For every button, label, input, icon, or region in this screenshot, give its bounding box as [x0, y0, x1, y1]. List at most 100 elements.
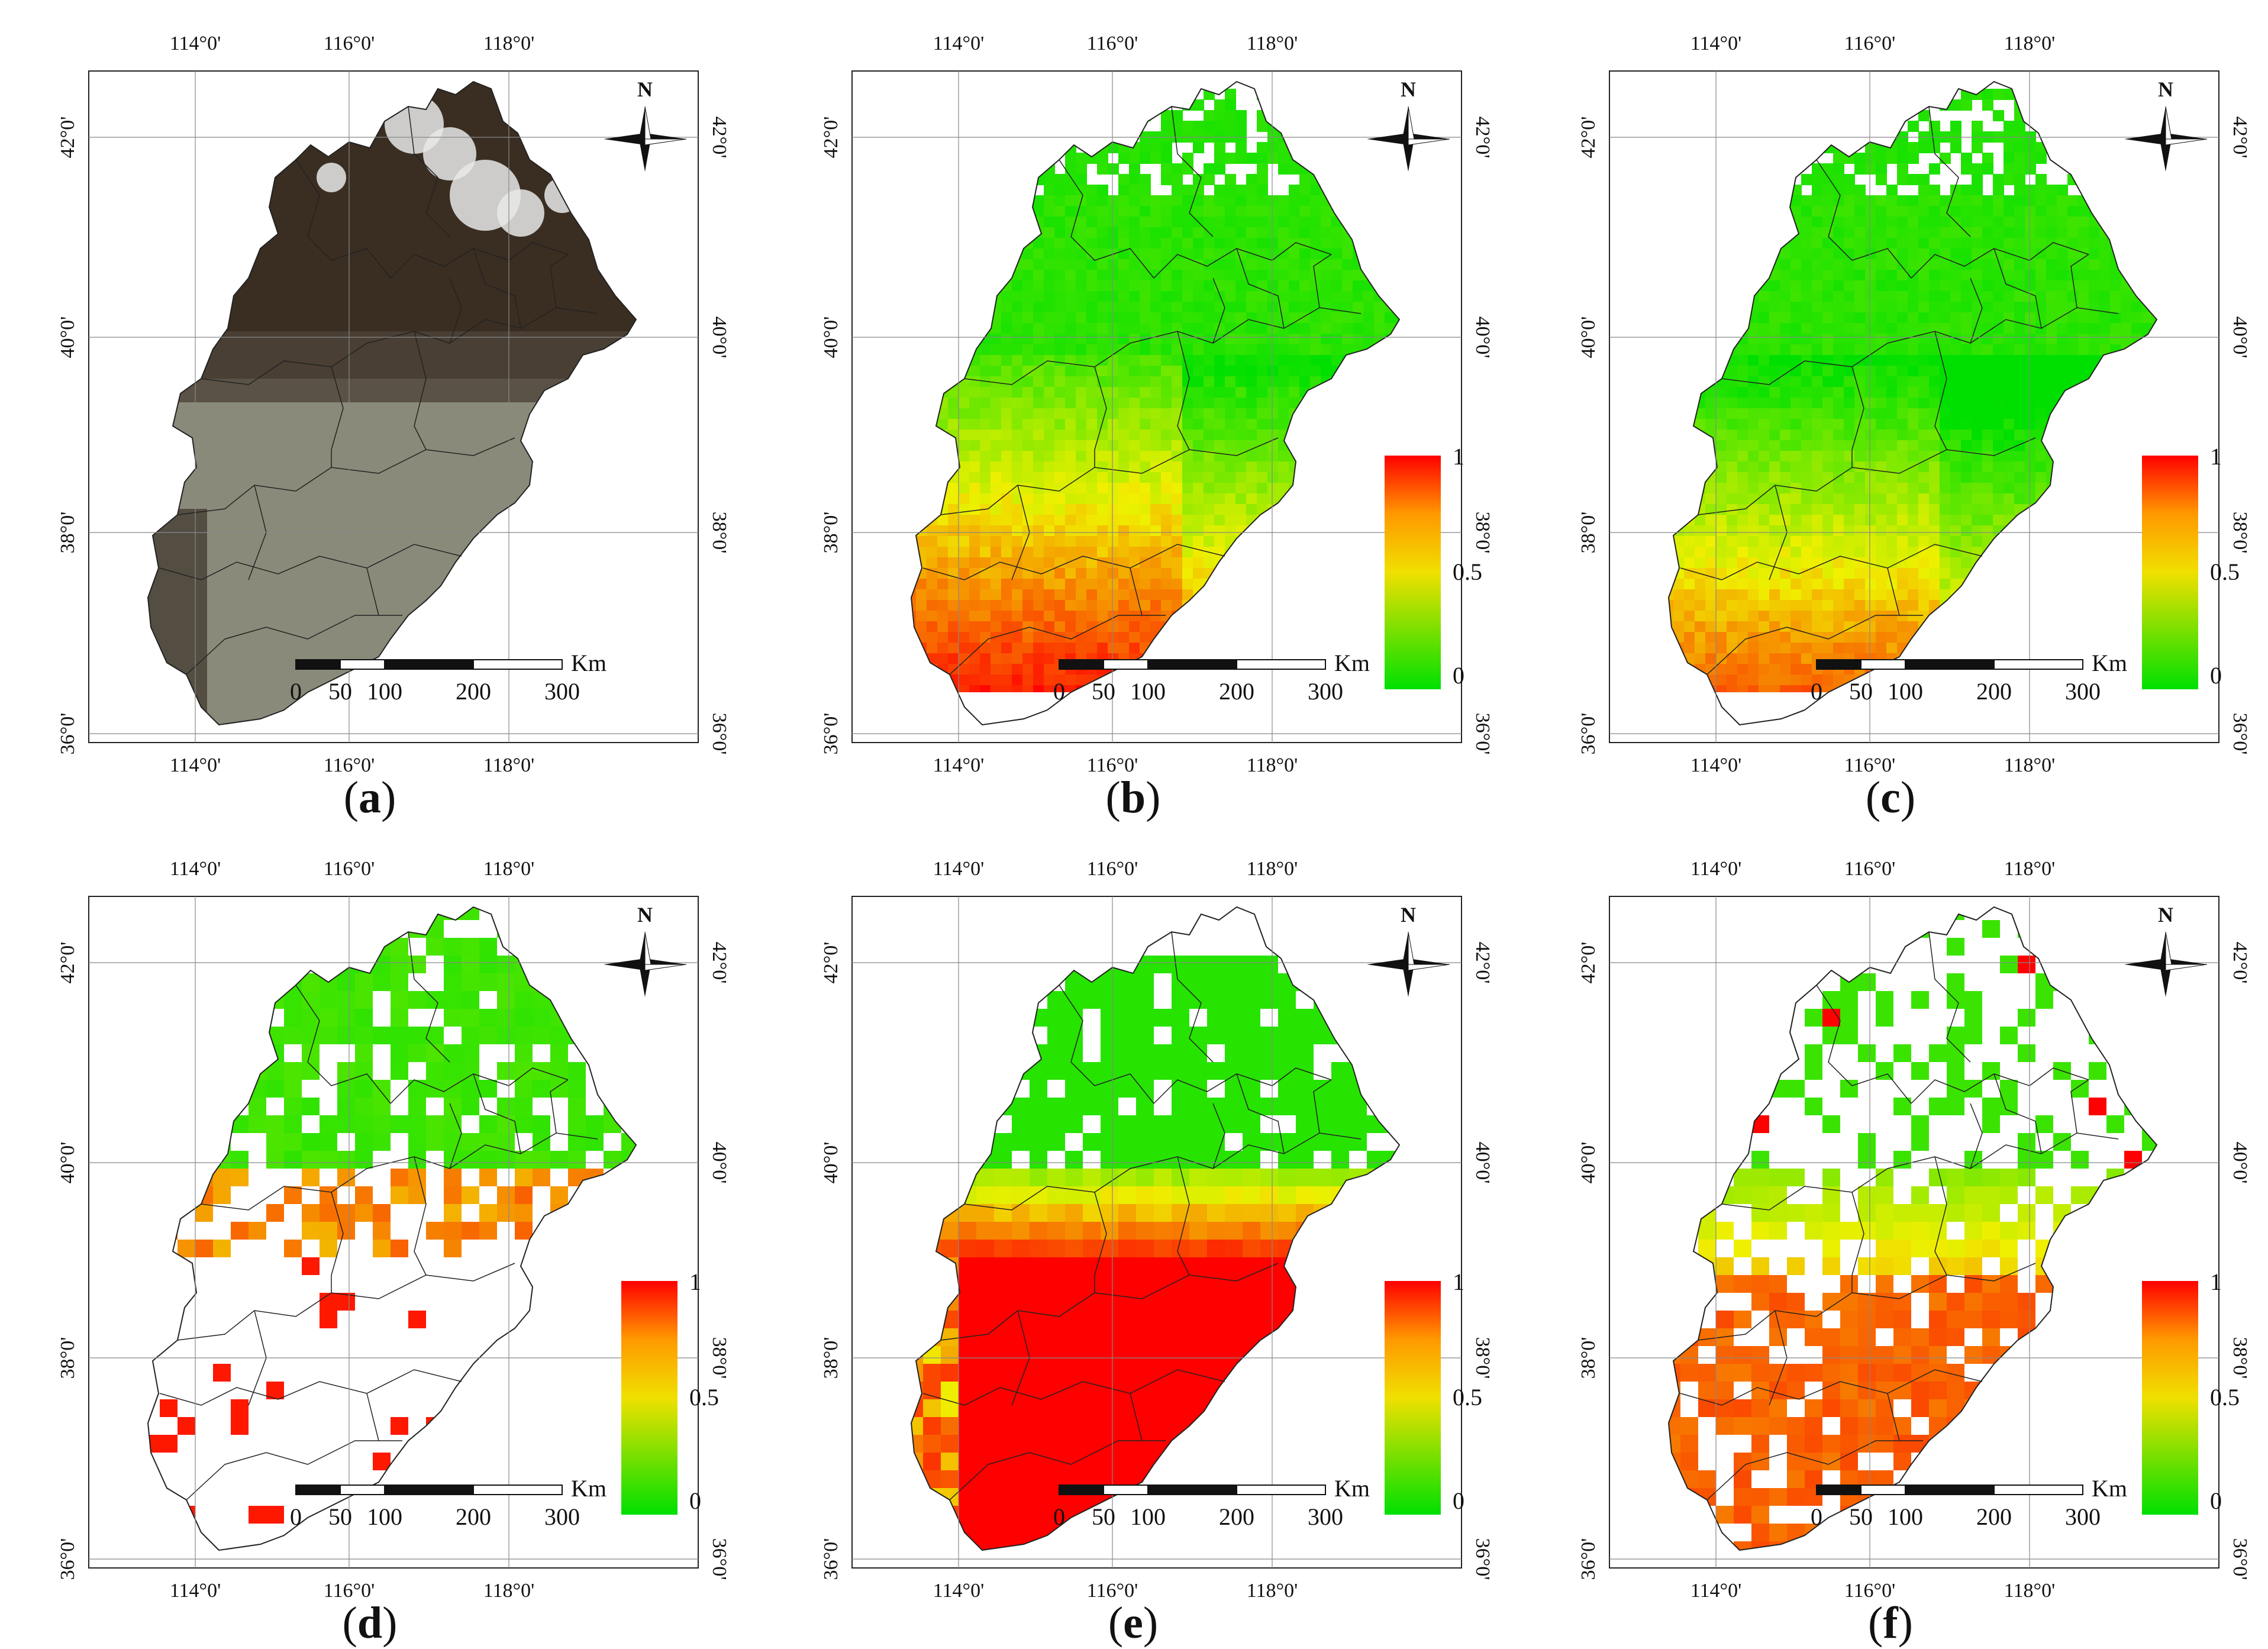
paren-open: (: [344, 773, 359, 822]
lat-label-left: 42°0': [1577, 942, 1600, 984]
lat-label-left: 38°0': [57, 512, 79, 554]
scale-bar: [296, 1485, 562, 1495]
lat-label-left: 42°0': [820, 942, 843, 984]
lat-label-left: 36°0': [1577, 1538, 1600, 1580]
scale-tick-label: 100: [367, 1503, 402, 1531]
panel-letter: c: [1880, 773, 1901, 822]
legend-colorbar: [2142, 1281, 2198, 1515]
scale-tick-label: 300: [2065, 677, 2101, 705]
lat-label-right: 40°0': [2228, 1142, 2251, 1184]
paren-open: (: [1108, 1598, 1123, 1648]
lon-label-top: 116°0': [324, 33, 375, 55]
lat-label-right: 42°0': [2228, 117, 2251, 159]
scale-bar: [1059, 1485, 1325, 1495]
legend-max-label: 1: [2210, 1268, 2222, 1296]
lat-label-right: 40°0': [1471, 317, 1493, 359]
paren-close: ): [1901, 773, 1915, 822]
scale-unit-label: Km: [571, 649, 606, 677]
legend-min-label: 0: [2210, 661, 2222, 689]
lon-label-top: 118°0': [2004, 33, 2055, 55]
lon-label-top: 116°0': [1844, 33, 1895, 55]
lat-label-right: 38°0': [2228, 512, 2251, 554]
legend-min-label: 0: [689, 1487, 701, 1515]
lat-label-left: 40°0': [1577, 1142, 1600, 1184]
map-panel-c: 114°0'114°0'116°0'116°0'118°0'118°0'42°0…: [1521, 0, 2260, 822]
lon-label-top: 116°0': [324, 858, 375, 880]
scale-bar: [1817, 1485, 2083, 1495]
map-panel-a: 114°0'114°0'116°0'116°0'118°0'118°0'42°0…: [0, 0, 740, 822]
lat-label-right: 38°0': [708, 512, 730, 554]
lat-label-right: 40°0': [2228, 317, 2251, 359]
scale-tick-label: 300: [544, 677, 580, 705]
lat-label-left: 38°0': [1577, 1337, 1600, 1379]
scale-tick-label: 200: [1976, 1503, 2012, 1531]
lat-label-left: 36°0': [820, 1538, 843, 1580]
scale-unit-label: Km: [1334, 649, 1370, 677]
scale-tick-label: 300: [2065, 1503, 2101, 1531]
scale-tick-label: 0: [1053, 1503, 1065, 1531]
lon-label-top: 118°0': [1247, 858, 1298, 880]
lat-label-right: 36°0': [708, 713, 730, 755]
scale-bar: [1059, 660, 1325, 669]
scale-tick-label: 0: [290, 677, 302, 705]
scale-tick-label: 200: [1219, 677, 1254, 705]
map-canvas: [763, 0, 1503, 769]
lat-label-left: 36°0': [820, 713, 843, 755]
paren-close: ): [1143, 1598, 1158, 1648]
lat-label-right: 38°0': [1471, 1337, 1493, 1379]
lon-label-top: 118°0': [2004, 858, 2055, 880]
panel-label: (b): [763, 772, 1503, 824]
lat-label-right: 36°0': [1471, 713, 1493, 755]
scale-tick-label: 50: [1849, 1503, 1873, 1531]
scale-tick-label: 50: [328, 1503, 352, 1531]
scale-tick-label: 0: [1811, 677, 1822, 705]
lat-label-left: 36°0': [57, 1538, 79, 1580]
lat-label-right: 40°0': [708, 1142, 730, 1184]
lat-label-left: 40°0': [820, 1142, 843, 1184]
scale-unit-label: Km: [2092, 1474, 2127, 1502]
map-panel-b: 114°0'114°0'116°0'116°0'118°0'118°0'42°0…: [763, 0, 1503, 822]
paren-close: ): [1898, 1598, 1913, 1648]
lat-label-right: 38°0': [1471, 512, 1493, 554]
panel-letter: e: [1123, 1598, 1143, 1648]
panel-label: (a): [0, 772, 740, 824]
lat-label-left: 40°0': [1577, 317, 1600, 359]
north-label: N: [637, 902, 653, 927]
legend-mid-label: 0.5: [1453, 558, 1482, 586]
lat-label-right: 36°0': [2228, 713, 2251, 755]
scale-tick-label: 0: [290, 1503, 302, 1531]
lat-label-right: 38°0': [708, 1337, 730, 1379]
lat-label-left: 38°0': [1577, 512, 1600, 554]
scale-bar: [296, 660, 562, 669]
lon-label-top: 114°0': [1690, 33, 1741, 55]
scale-tick-label: 50: [1092, 1503, 1115, 1531]
scale-tick-label: 100: [1130, 1503, 1166, 1531]
panel-letter: b: [1121, 773, 1146, 822]
paren-open: (: [1866, 773, 1880, 822]
lat-label-left: 36°0': [1577, 713, 1600, 755]
lat-label-left: 40°0': [820, 317, 843, 359]
lat-label-right: 42°0': [1471, 942, 1493, 984]
scale-tick-label: 100: [1888, 677, 1923, 705]
legend-colorbar: [1385, 1281, 1441, 1515]
legend-max-label: 1: [1453, 443, 1464, 470]
lon-label-top: 116°0': [1087, 33, 1138, 55]
lat-label-right: 42°0': [708, 942, 730, 984]
scale-tick-label: 50: [1849, 677, 1873, 705]
paren-open: (: [1868, 1598, 1883, 1648]
lon-label-top: 114°0': [933, 33, 984, 55]
lat-label-left: 38°0': [57, 1337, 79, 1379]
lat-label-left: 42°0': [820, 117, 843, 159]
legend-min-label: 0: [1453, 1487, 1464, 1515]
scale-tick-label: 0: [1811, 1503, 1822, 1531]
lon-label-top: 114°0': [170, 33, 221, 55]
scale-tick-label: 100: [1130, 677, 1166, 705]
lat-label-left: 42°0': [1577, 117, 1600, 159]
lat-label-right: 42°0': [2228, 942, 2251, 984]
lat-label-right: 42°0': [708, 117, 730, 159]
scale-unit-label: Km: [1334, 1474, 1370, 1502]
panel-label: (c): [1521, 772, 2260, 824]
legend-max-label: 1: [1453, 1268, 1464, 1296]
scale-tick-label: 200: [1219, 1503, 1254, 1531]
legend-colorbar: [621, 1281, 678, 1515]
